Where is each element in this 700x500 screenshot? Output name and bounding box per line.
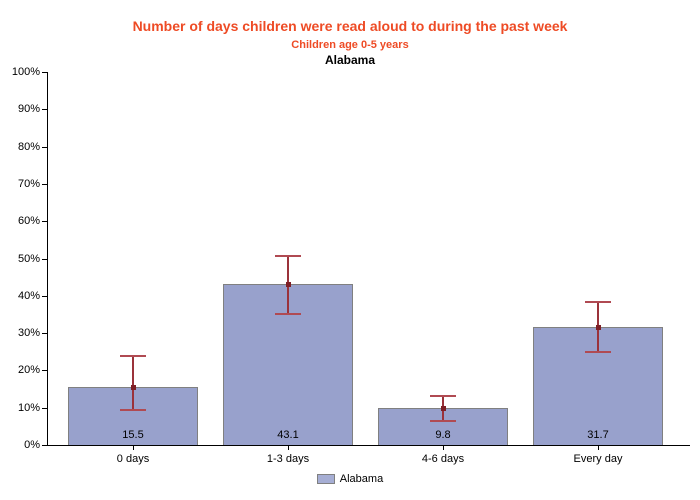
x-axis-tick-label: 1-3 days (266, 453, 310, 465)
error-bar-cap-top (120, 355, 146, 358)
bar-value-label: 15.5 (122, 429, 144, 441)
y-axis-tick-label: 20% (17, 364, 40, 376)
error-bar-cap-top (430, 395, 456, 398)
y-axis-tick (42, 72, 47, 73)
y-axis-tick-label: 90% (17, 103, 40, 115)
x-axis-tick (288, 446, 289, 450)
y-axis-tick-label: 0% (24, 439, 40, 451)
error-bar-mean-dot (286, 282, 291, 288)
y-axis-tick-label: 100% (11, 66, 40, 78)
error-bar-cap-top (585, 301, 611, 304)
y-axis-tick (42, 221, 47, 222)
x-axis-tick-label: 4-6 days (421, 453, 465, 465)
y-axis-tick (42, 184, 47, 185)
y-axis-tick (42, 147, 47, 148)
error-bar-mean-dot (131, 385, 136, 391)
error-bar-cap-bottom (120, 409, 146, 412)
error-bar-cap-bottom (430, 420, 456, 423)
legend-label: Alabama (339, 473, 384, 485)
y-axis-tick-label: 40% (17, 290, 40, 302)
y-axis-tick-label: 50% (17, 253, 40, 265)
y-axis-tick (42, 408, 47, 409)
y-axis-tick (42, 259, 47, 260)
x-axis-tick (443, 446, 444, 450)
y-axis-tick (42, 333, 47, 334)
y-axis-tick-label: 60% (17, 215, 40, 227)
x-axis-line (47, 445, 690, 446)
y-axis-tick (42, 370, 47, 371)
legend-swatch (316, 474, 335, 484)
y-axis-tick (42, 296, 47, 297)
chart-region-title: Alabama (324, 53, 376, 67)
bar-value-label: 9.8 (435, 429, 451, 441)
y-axis-tick-label: 30% (17, 327, 40, 339)
chart-title: Number of days children were read aloud … (132, 18, 568, 34)
x-axis-tick (598, 446, 599, 450)
error-bar-cap-bottom (275, 313, 301, 316)
y-axis-tick (42, 445, 47, 446)
bar-value-label: 43.1 (277, 429, 299, 441)
x-axis-tick-label: Every day (573, 453, 623, 465)
error-bar-mean-dot (596, 324, 601, 330)
x-axis-tick (133, 446, 134, 450)
error-bar-cap-top (275, 255, 301, 258)
chart-subtitle: Children age 0-5 years (291, 39, 409, 51)
x-axis-tick-label: 0 days (116, 453, 150, 465)
y-axis-tick-label: 10% (17, 402, 40, 414)
error-bar-mean-dot (441, 406, 446, 412)
error-bar-line (132, 355, 134, 411)
y-axis-tick-label: 70% (17, 178, 40, 190)
y-axis-tick-label: 80% (17, 141, 40, 153)
bar-value-label: 31.7 (587, 429, 609, 441)
error-bar-cap-bottom (585, 351, 611, 354)
legend: Alabama (0, 473, 700, 485)
y-axis-tick (42, 109, 47, 110)
y-axis-line (47, 72, 48, 446)
